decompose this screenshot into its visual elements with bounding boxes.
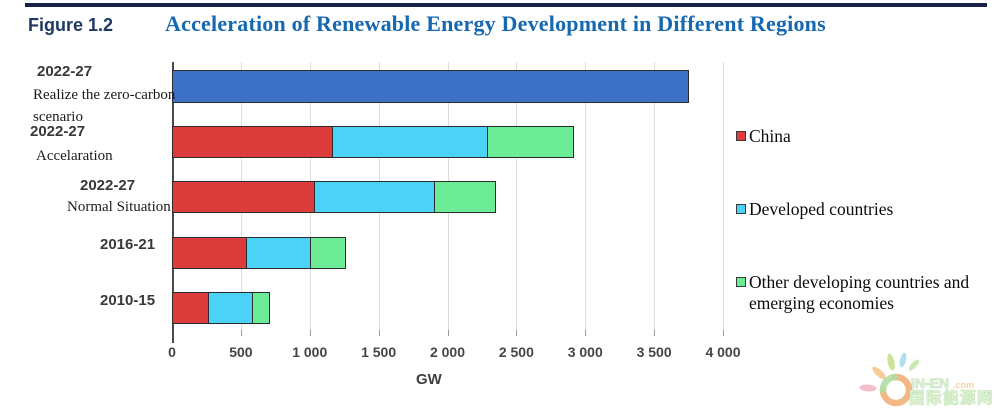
- bar-segment: [172, 237, 248, 269]
- y-category-sub-label: Normal Situation: [67, 199, 171, 215]
- gridline: [723, 62, 724, 330]
- bar-segment: [172, 126, 334, 158]
- x-tick-label: 2 500: [498, 344, 534, 360]
- figure-number-label: Figure 1.2: [28, 15, 114, 35]
- x-tick-label: 500: [229, 344, 253, 360]
- watermark-sun-icon: [859, 352, 920, 407]
- x-axis-tick: [723, 330, 724, 336]
- x-axis-tick: [240, 330, 242, 336]
- bar-segment: [331, 126, 489, 158]
- x-tick-label: 2 000: [429, 344, 466, 360]
- legend-item: Developed countries: [736, 199, 989, 220]
- legend-label: China: [749, 126, 791, 146]
- x-axis-tick: [516, 330, 518, 336]
- bar-segment: [487, 126, 575, 158]
- watermark-brand-suffix: .com: [953, 380, 974, 390]
- y-category-year-label: 2022-27: [30, 123, 86, 140]
- watermark-brand-text: IN-EN: [911, 375, 949, 391]
- gridline: [516, 62, 518, 330]
- header: Figure 1.2 Acceleration of Renewable Ene…: [28, 11, 826, 37]
- bar-segment: [313, 181, 436, 213]
- x-axis-tick: [309, 330, 311, 336]
- legend-item: China: [736, 126, 989, 147]
- gridline: [654, 62, 656, 330]
- legend: China Developed countries Other developing…: [736, 0, 994, 340]
- x-tick-label: 0: [168, 344, 176, 360]
- x-tick-label: 4 000: [705, 344, 741, 360]
- bar-segment: [310, 237, 346, 269]
- x-axis-tick: [654, 330, 656, 336]
- legend-swatch-icon: [736, 277, 746, 287]
- x-axis-tick: [378, 330, 380, 336]
- y-category-sub-label: scenario: [33, 109, 83, 125]
- legend-label: Developed countries: [749, 199, 894, 219]
- bar-segment: [433, 181, 496, 213]
- x-tick-label: 3 000: [567, 344, 603, 360]
- bar-segment: [172, 181, 316, 213]
- y-category-year-label: 2022-27: [37, 63, 93, 80]
- legend-item: Other developing countries and emerging …: [736, 272, 989, 313]
- gridline: [585, 62, 587, 330]
- watermark-logo: IN-EN .com 国际能源网: [859, 352, 994, 407]
- x-tick-label: 1 000: [292, 344, 328, 360]
- top-rule: [25, 3, 987, 7]
- bar-segment: [172, 70, 689, 103]
- page-title: Acceleration of Renewable Energy Develop…: [165, 11, 826, 36]
- legend-label: Other developing countries and emerging …: [749, 272, 970, 313]
- bar-segment: [246, 237, 312, 269]
- legend-swatch-icon: [736, 204, 746, 214]
- x-axis-tick: [585, 330, 587, 336]
- y-category-year-label: 2010-15: [100, 292, 156, 309]
- bar-segment: [172, 292, 210, 324]
- watermark-cjk-text: 国际能源网: [909, 388, 994, 407]
- y-category-year-label: 2022-27: [80, 177, 136, 194]
- x-tick-label: 1 500: [361, 344, 397, 360]
- legend-swatch-icon: [736, 131, 746, 141]
- bar-segment: [208, 292, 254, 324]
- y-category-year-label: 2016-21: [100, 236, 156, 253]
- y-category-sub-label: Realize the zero-carbon: [33, 87, 176, 103]
- x-axis-title: GW: [416, 371, 442, 388]
- x-axis-tick: [447, 330, 449, 336]
- bar-segment: [252, 292, 270, 324]
- y-category-sub-label: Accelaration: [36, 148, 113, 164]
- x-tick-label: 3 500: [636, 344, 672, 360]
